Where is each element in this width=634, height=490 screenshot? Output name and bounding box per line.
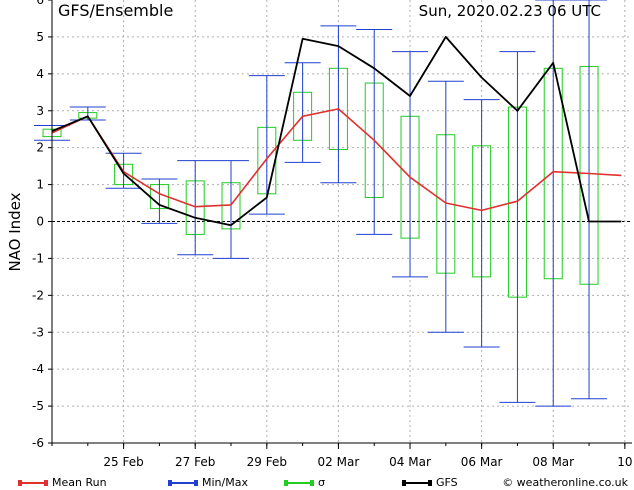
x-tick-label: 10 <box>617 455 632 469</box>
legend: Mean Run Min/Max σ GFS <box>0 476 634 490</box>
x-tick-label: 06 Mar <box>461 455 503 469</box>
y-tick-label: -6 <box>32 436 44 450</box>
credit-link[interactable]: © weatheronline.co.uk <box>502 476 628 489</box>
legend-item-sigma: σ <box>284 476 325 489</box>
legend-label-mean: Mean Run <box>52 476 107 489</box>
axes: -6 -5 -4 -3 -2 -1 0 1 2 3 4 5 6 25 Feb 27 Feb 29 Feb 02 … <box>32 0 632 469</box>
y-tick-label: -5 <box>32 399 44 413</box>
x-tick-label: 27 Feb <box>175 455 215 469</box>
x-tick-label: 25 Feb <box>103 455 143 469</box>
x-tick-label: 08 Mar <box>532 455 574 469</box>
y-tick-label: 2 <box>36 141 44 155</box>
y-tick-label: -4 <box>32 362 44 376</box>
legend-item-mean: Mean Run <box>18 476 107 489</box>
y-tick-label: 3 <box>36 104 44 118</box>
gfs-line <box>51 36 622 227</box>
x-tick-label: 29 Feb <box>247 455 287 469</box>
mean-run-line <box>51 108 622 212</box>
minmax-swatch-icon <box>168 480 198 486</box>
run-time: Sun, 2020.02.23 06 UTC <box>419 2 601 20</box>
sigma-swatch-icon <box>284 480 314 486</box>
x-tick-label: 02 Mar <box>318 455 360 469</box>
nao-chart: -6 -5 -4 -3 -2 -1 0 1 2 3 4 5 6 25 Feb 27 Feb 29 Feb 02 … <box>6 0 632 469</box>
x-tick-label: 04 Mar <box>389 455 431 469</box>
y-axis-label: NAO Index <box>6 192 24 271</box>
legend-item-gfs: GFS <box>402 476 458 489</box>
y-tick-label: 4 <box>36 67 44 81</box>
legend-label-minmax: Min/Max <box>202 476 248 489</box>
legend-label-gfs: GFS <box>436 476 458 489</box>
gfs-swatch-icon <box>402 480 432 486</box>
series-lines <box>51 36 622 227</box>
legend-item-minmax: Min/Max <box>168 476 248 489</box>
y-tick-label: -1 <box>32 251 44 265</box>
y-tick-label: 6 <box>36 0 44 7</box>
y-tick-label: 0 <box>36 215 44 229</box>
y-tick-label: -2 <box>32 288 44 302</box>
y-tick-label: -3 <box>32 325 44 339</box>
chart-title: GFS/Ensemble <box>58 1 173 20</box>
legend-label-sigma: σ <box>318 476 325 489</box>
y-tick-label: 5 <box>36 30 44 44</box>
y-tick-label: 1 <box>36 178 44 192</box>
minmax-whiskers <box>34 0 608 407</box>
mean-swatch-icon <box>18 480 48 486</box>
